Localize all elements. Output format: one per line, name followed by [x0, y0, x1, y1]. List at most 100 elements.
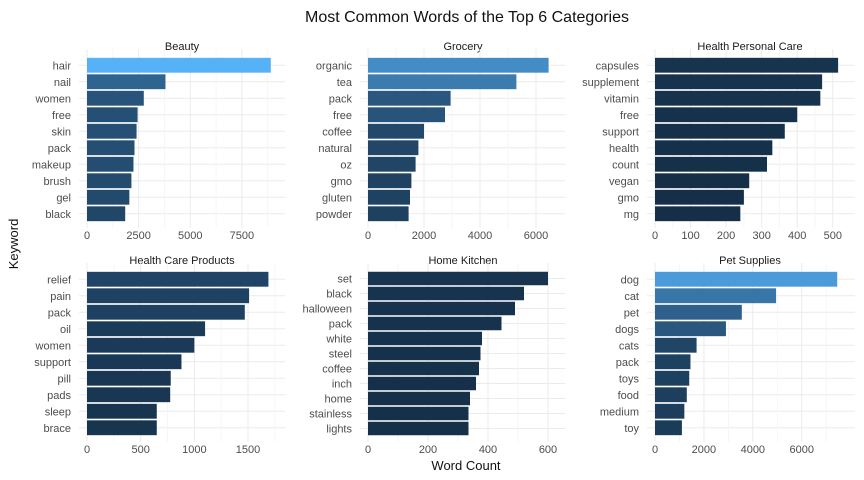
bar	[655, 304, 742, 320]
category-label: pack	[48, 307, 72, 319]
bar	[655, 90, 821, 106]
category-label: pack	[48, 143, 72, 155]
bar	[368, 421, 469, 436]
bar	[87, 387, 171, 403]
bar	[368, 74, 517, 90]
bar	[87, 354, 182, 370]
x-tick-label: 4000	[468, 230, 492, 242]
bar	[655, 337, 697, 353]
bar	[368, 391, 470, 406]
bar	[655, 74, 823, 90]
facet-panel: Beauty 0 2500 5000 7500 hair nail women free skin…	[32, 41, 285, 242]
x-tick-label: 0	[652, 230, 658, 242]
bar	[368, 156, 416, 172]
category-label: gmo	[331, 176, 352, 188]
category-label: brace	[43, 423, 71, 435]
category-label: support	[602, 126, 639, 138]
bar	[655, 354, 691, 370]
facet-panel: Home Kitchen 0 200 400 600 set black halloween p…	[302, 255, 565, 456]
bar	[368, 189, 410, 205]
x-tick-label: 0	[84, 444, 90, 456]
bar	[87, 123, 137, 139]
category-label: supplement	[582, 77, 639, 89]
category-label: halloween	[302, 304, 352, 316]
bar	[87, 304, 245, 320]
category-label: set	[337, 274, 352, 286]
x-tick-label: 2000	[412, 230, 436, 242]
category-label: pack	[616, 357, 640, 369]
bar	[368, 107, 445, 123]
x-axis-title: Word Count	[431, 458, 501, 473]
bar	[87, 403, 157, 419]
bar	[368, 376, 476, 391]
category-label: free	[333, 110, 352, 122]
x-tick-label: 5000	[178, 230, 202, 242]
facet-panel: Health Personal Care 0 100 200 300 400 500 caps…	[582, 41, 855, 242]
x-tick-label: 2500	[126, 230, 150, 242]
category-label: food	[618, 390, 639, 402]
facet-title: Home Kitchen	[428, 255, 497, 267]
x-tick-label: 600	[539, 444, 557, 456]
facet-title: Grocery	[443, 41, 483, 53]
category-label: health	[609, 143, 639, 155]
bar	[368, 361, 479, 376]
x-tick-label: 100	[681, 230, 699, 242]
chart-title: Most Common Words of the Top 6 Categorie…	[305, 9, 629, 26]
bar	[87, 140, 135, 156]
category-label: capsules	[596, 60, 640, 72]
category-label: relief	[47, 274, 72, 286]
x-tick-label: 500	[131, 444, 149, 456]
bar	[87, 420, 157, 436]
bar	[655, 420, 682, 436]
category-label: women	[35, 93, 71, 105]
x-tick-label: 1500	[236, 444, 260, 456]
bar	[655, 206, 741, 222]
category-label: gel	[56, 192, 71, 204]
category-label: coffee	[322, 126, 352, 138]
category-label: black	[45, 209, 71, 221]
bar	[368, 271, 548, 286]
x-tick-label: 400	[788, 230, 806, 242]
x-tick-label: 6000	[524, 230, 548, 242]
category-label: free	[620, 110, 639, 122]
bar	[87, 206, 126, 222]
bar	[655, 403, 685, 419]
bar	[368, 57, 549, 73]
category-label: pack	[329, 93, 353, 105]
x-tick-label: 300	[752, 230, 770, 242]
category-label: pet	[624, 307, 639, 319]
category-label: sleep	[45, 406, 71, 418]
x-tick-label: 1000	[182, 444, 206, 456]
category-label: dogs	[615, 324, 639, 336]
bar	[87, 337, 195, 353]
bar	[655, 370, 690, 386]
category-label: white	[325, 334, 352, 346]
bar	[655, 57, 839, 73]
category-label: pads	[47, 390, 71, 402]
category-label: powder	[316, 209, 352, 221]
bar	[368, 316, 502, 331]
category-label: gluten	[322, 192, 352, 204]
bar	[87, 156, 134, 172]
category-label: steel	[329, 349, 352, 361]
bar	[368, 90, 451, 106]
category-label: cats	[619, 340, 640, 352]
category-label: organic	[316, 60, 353, 72]
category-label: skin	[51, 126, 71, 138]
category-label: toys	[619, 373, 640, 385]
category-label: stainless	[309, 409, 352, 421]
x-tick-label: 0	[652, 444, 658, 456]
category-label: gmo	[618, 192, 639, 204]
bar	[368, 286, 524, 301]
category-label: home	[324, 394, 352, 406]
category-label: count	[612, 159, 639, 171]
bar	[87, 189, 130, 205]
x-tick-label: 0	[365, 444, 371, 456]
category-label: free	[52, 110, 71, 122]
category-label: makeup	[32, 159, 71, 171]
facet-panel: Pet Supplies 0 2000 4000 6000 dog cat pet dogs ca…	[600, 255, 855, 456]
bar	[87, 288, 250, 304]
category-label: brush	[43, 176, 71, 188]
y-axis-title: Keyword	[6, 219, 21, 270]
bar	[368, 406, 469, 421]
